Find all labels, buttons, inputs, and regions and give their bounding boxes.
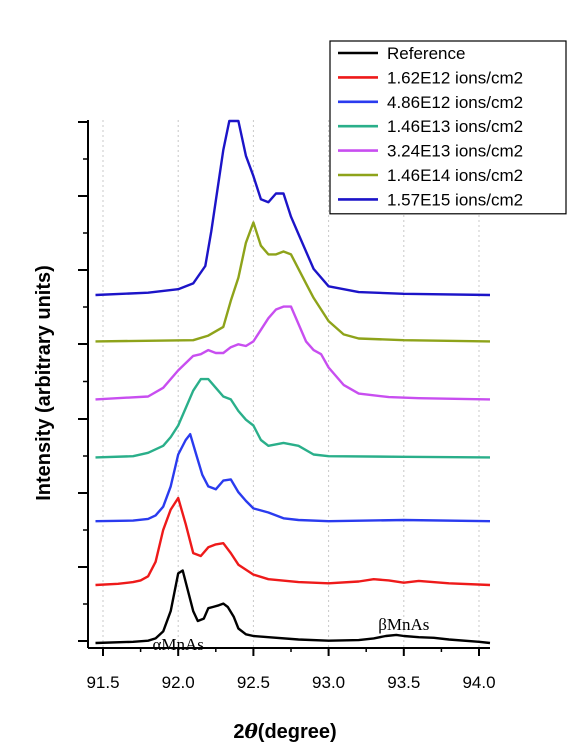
axes bbox=[87, 120, 490, 649]
legend-label-3: 1.46E13 ions/cm2 bbox=[387, 117, 523, 136]
x-tick-label: 93.5 bbox=[387, 673, 420, 692]
series-line-3 bbox=[95, 377, 491, 459]
series-line-5 bbox=[95, 221, 491, 343]
series-layer bbox=[95, 119, 491, 645]
x-tick-label: 93.0 bbox=[312, 673, 345, 692]
series-line-1 bbox=[95, 496, 491, 587]
series-line-6 bbox=[95, 119, 491, 297]
axis-ticks: 91.5 92.0 92.5 93.0 93.5 94.0 bbox=[78, 121, 496, 692]
legend-label-4: 3.24E13 ions/cm2 bbox=[387, 142, 523, 161]
x-axis-title: 2θ(degree) bbox=[233, 719, 336, 743]
y-axis-title: Intensity (arbitrary units) bbox=[33, 265, 55, 501]
x-tick-label: 92.5 bbox=[237, 673, 270, 692]
series-line-0 bbox=[95, 569, 491, 645]
series-line-4 bbox=[95, 305, 491, 401]
legend-label-0: Reference bbox=[387, 44, 465, 63]
series-line-2 bbox=[95, 433, 491, 523]
annotations: αMnAs βMnAs bbox=[152, 615, 429, 654]
legend-label-2: 4.86E12 ions/cm2 bbox=[387, 93, 523, 112]
annotation-label-1: βMnAs bbox=[378, 615, 429, 634]
x-tick-label: 94.0 bbox=[462, 673, 495, 692]
legend-label-1: 1.62E12 ions/cm2 bbox=[387, 68, 523, 87]
legend-label-6: 1.57E15 ions/cm2 bbox=[387, 190, 523, 209]
legend-label-5: 1.46E14 ions/cm2 bbox=[387, 166, 523, 185]
legend: Reference 1.62E12 ions/cm2 4.86E12 ions/cm… bbox=[329, 40, 567, 215]
annotation-label-0: αMnAs bbox=[152, 635, 203, 654]
grid-lines bbox=[102, 120, 480, 648]
x-tick-label: 92.0 bbox=[162, 673, 195, 692]
x-tick-label: 91.5 bbox=[86, 673, 119, 692]
